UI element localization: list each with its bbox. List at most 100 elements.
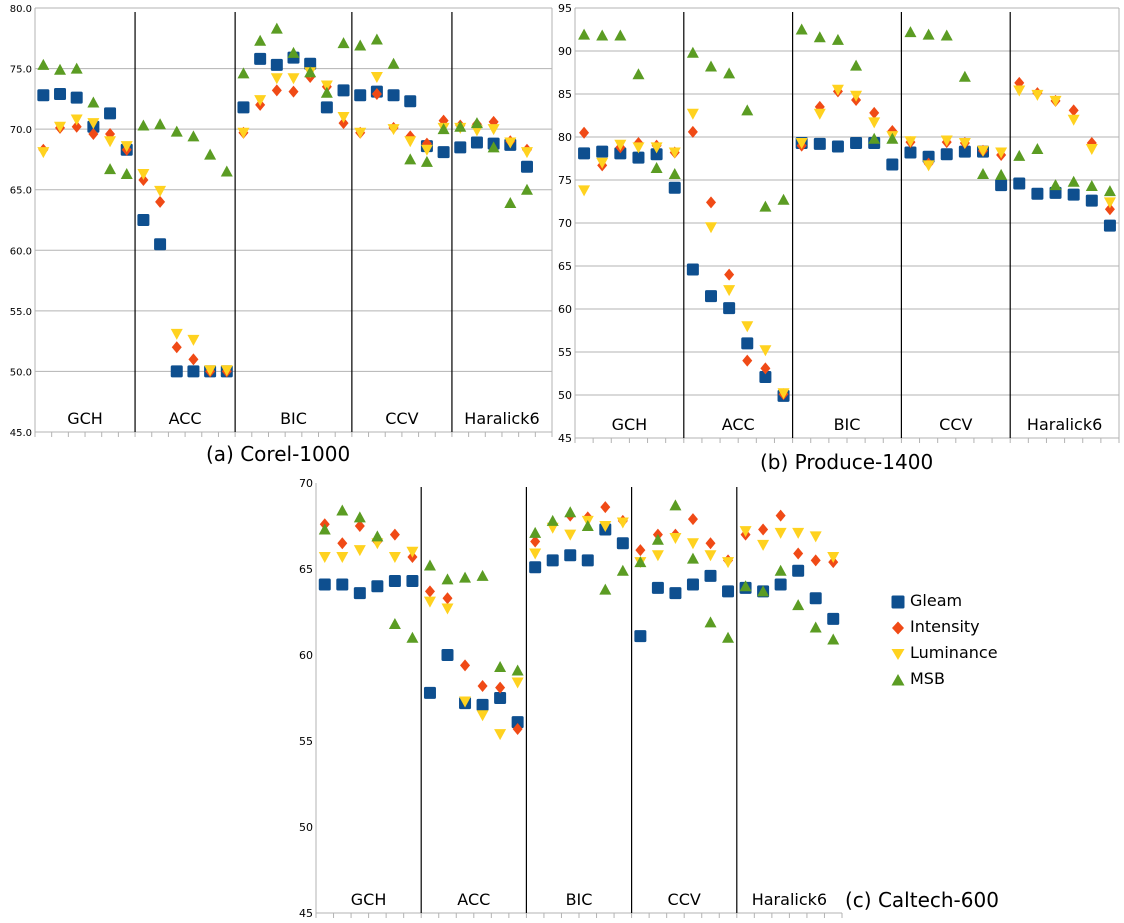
triangle-down-marker-icon [891, 649, 905, 660]
point-msb [1103, 185, 1116, 197]
point-luminance [1103, 197, 1116, 209]
point-msb [1085, 180, 1098, 192]
y-tick-label: 55 [558, 346, 572, 359]
point-gleam [723, 302, 736, 315]
point-intensity [171, 341, 182, 354]
point-luminance [254, 95, 267, 107]
point-luminance [423, 596, 436, 608]
point-msb [70, 62, 83, 74]
point-intensity [338, 117, 349, 130]
y-tick-label: 75 [558, 174, 572, 187]
caption-corel-1000: (a) Corel-1000 [206, 442, 351, 466]
point-msb [686, 46, 699, 58]
point-luminance [759, 345, 772, 357]
point-luminance [237, 127, 250, 139]
point-msb [739, 580, 752, 592]
point-gleam [529, 561, 542, 574]
point-gleam [722, 585, 735, 598]
point-luminance [616, 517, 629, 529]
point-gleam [423, 686, 436, 699]
y-tick-label: 80.0 [10, 4, 32, 15]
point-luminance [668, 147, 681, 159]
category-label-haralick6: Haralick6 [1027, 415, 1102, 434]
y-tick-label: 55.0 [10, 307, 32, 318]
point-intensity [775, 509, 786, 522]
point-luminance [387, 124, 400, 136]
point-msb [87, 96, 100, 108]
y-tick-label: 45 [558, 432, 572, 445]
point-intensity [495, 681, 506, 694]
legend-label-intensity: Intensity [910, 617, 980, 636]
point-msb [977, 167, 989, 179]
point-gleam [596, 145, 609, 158]
point-gleam [616, 537, 629, 550]
point-luminance [1013, 85, 1026, 97]
point-luminance [774, 527, 787, 539]
y-tick-label: 70 [558, 217, 572, 230]
point-luminance [404, 136, 417, 148]
category-label-haralick6: Haralick6 [752, 890, 827, 909]
point-intensity [389, 528, 400, 541]
point-msb [904, 26, 917, 38]
point-luminance [170, 328, 183, 340]
category-label-ccv: CCV [385, 409, 418, 428]
point-gleam [187, 365, 200, 378]
point-luminance [940, 135, 953, 147]
point-luminance [1049, 95, 1062, 107]
category-label-acc: ACC [169, 409, 202, 428]
y-tick-label: 45.0 [10, 428, 32, 439]
point-luminance [777, 388, 790, 400]
point-gleam [578, 147, 591, 160]
point-msb [774, 564, 787, 576]
y-tick-label: 65 [299, 563, 313, 576]
point-gleam [886, 158, 899, 171]
point-luminance [270, 73, 283, 85]
y-tick-label: 50 [299, 821, 313, 834]
point-intensity [758, 523, 769, 536]
point-msb [337, 37, 350, 49]
y-tick-label: 45 [299, 907, 313, 920]
point-intensity [71, 120, 82, 133]
point-luminance [104, 136, 117, 148]
point-luminance [596, 157, 609, 169]
point-msb [940, 29, 953, 41]
point-gleam [104, 107, 117, 120]
point-msb [650, 161, 663, 173]
point-intensity [512, 722, 523, 735]
point-intensity [1104, 203, 1115, 216]
point-luminance [813, 108, 826, 120]
caption-caltech-600: (c) Caltech-600 [845, 888, 999, 912]
point-msb [54, 63, 67, 75]
point-msb [1031, 143, 1044, 155]
point-gleam [371, 580, 384, 593]
y-tick-label: 85 [558, 88, 572, 101]
chart-caltech-600: 45 50 55 60 65 70 GCH ACC BIC CCV Haralick6 [299, 477, 843, 920]
point-intensity [138, 174, 149, 187]
point-intensity [371, 88, 382, 101]
point-gleam [476, 698, 489, 711]
point-luminance [904, 136, 917, 148]
point-gleam [922, 150, 935, 163]
y-tick-label: 75.0 [10, 65, 32, 76]
point-gleam [809, 592, 822, 605]
point-luminance [827, 551, 840, 563]
point-gleam [827, 612, 840, 625]
point-msb [404, 153, 417, 165]
point-msb [120, 167, 133, 179]
point-msb [423, 559, 436, 571]
point-luminance [809, 531, 822, 543]
point-msb [387, 57, 400, 69]
point-gleam [336, 578, 349, 591]
point-luminance [686, 108, 699, 120]
point-msb [476, 569, 489, 581]
point-intensity [869, 106, 880, 119]
point-msb [220, 165, 233, 177]
y-tick-label: 70.0 [10, 125, 32, 136]
category-label-bic: BIC [566, 890, 593, 909]
point-gleam [958, 145, 971, 158]
point-gleam [137, 214, 150, 226]
y-tick-label: 60.0 [10, 246, 32, 257]
point-msb [886, 132, 899, 144]
point-msb [354, 39, 367, 51]
point-luminance [187, 334, 200, 346]
